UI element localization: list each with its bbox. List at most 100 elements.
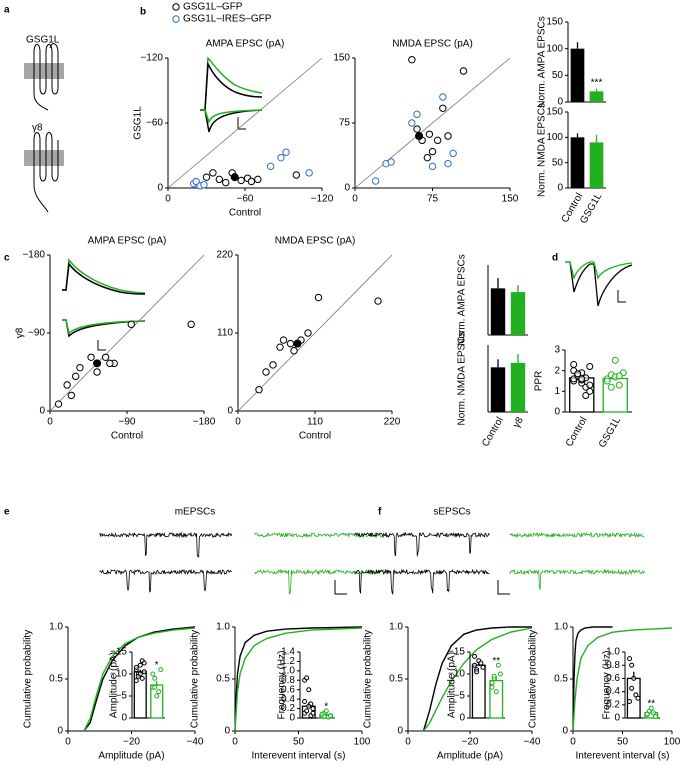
point xyxy=(374,297,382,305)
point xyxy=(150,671,156,677)
point xyxy=(648,705,654,711)
x-tick-label: 150 xyxy=(502,194,519,205)
point xyxy=(635,695,641,701)
point xyxy=(304,675,310,681)
y-tick-label: 0 xyxy=(557,97,563,108)
panel-label: e xyxy=(4,507,10,518)
x-tick-label: 75 xyxy=(427,194,439,205)
curve xyxy=(422,626,532,732)
x-axis-label: Interevent interval (s) xyxy=(252,751,346,762)
point xyxy=(314,293,323,302)
scale-bar xyxy=(334,580,347,595)
y-tick-label: −15 xyxy=(110,647,127,658)
x-tick-label: 50 xyxy=(293,737,305,748)
point xyxy=(478,660,484,666)
y-axis-label: Cumulative probability xyxy=(190,630,201,728)
point xyxy=(586,387,594,395)
point xyxy=(302,699,308,704)
y-axis-label: Cumulative probability xyxy=(363,630,374,728)
legend-label: GSG1L–GFP xyxy=(183,2,243,13)
y-tick-label: 0 xyxy=(397,726,403,737)
point xyxy=(101,353,110,361)
point xyxy=(323,708,329,714)
panel-label: f xyxy=(378,507,382,518)
x-tick-label: −20 xyxy=(462,737,479,748)
curve xyxy=(83,626,196,732)
point xyxy=(607,383,615,391)
y-tick-label: 0.5 xyxy=(389,674,403,685)
point xyxy=(578,375,586,383)
point xyxy=(413,110,421,119)
y-axis-label: Norm. NMDA EPSCs xyxy=(457,332,468,426)
y-tick-label: 0 xyxy=(459,713,465,724)
cartoon-label: γ8 xyxy=(32,123,43,134)
y-axis-label: PPR xyxy=(534,371,545,392)
y-tick-label: 0.5 xyxy=(49,674,63,685)
point xyxy=(202,173,211,181)
point xyxy=(133,678,139,684)
panel-label: a xyxy=(4,5,10,16)
curve xyxy=(234,627,363,732)
point xyxy=(306,687,312,693)
bar xyxy=(150,684,164,719)
y-tick-label: 0 xyxy=(557,183,563,194)
point xyxy=(277,153,285,162)
bar xyxy=(490,288,506,335)
y-tick-label: 0.2 xyxy=(606,699,620,710)
point xyxy=(71,372,80,381)
point xyxy=(310,706,316,712)
y-tick-label: 75 xyxy=(339,118,351,129)
trace xyxy=(565,261,633,281)
trace-title: mEPSCs xyxy=(175,507,216,518)
y-tick-label: 0 xyxy=(344,183,350,194)
point xyxy=(279,336,288,344)
y-tick-label: 1.0 xyxy=(389,622,403,633)
y-tick-label: −90 xyxy=(28,328,45,339)
point xyxy=(423,153,432,162)
y-tick-label: 0 xyxy=(224,726,230,737)
y-tick-label: 0.6 xyxy=(606,673,620,684)
point xyxy=(63,381,71,389)
point xyxy=(200,181,208,189)
point xyxy=(652,714,658,720)
x-tick-label: GSG1L xyxy=(597,415,623,450)
point xyxy=(327,713,333,719)
bar xyxy=(570,137,585,188)
trace xyxy=(565,261,633,307)
point xyxy=(489,680,495,686)
y-axis-label: Cumulative probability xyxy=(23,630,34,728)
point xyxy=(139,675,145,681)
legend-label: GSG1L–IRES–GFP xyxy=(183,14,272,25)
x-tick-label: 0 xyxy=(352,194,358,205)
x-tick-label: −90 xyxy=(119,417,136,428)
point xyxy=(137,671,143,677)
y-axis-label: Frequency (Hz) xyxy=(277,651,288,720)
point xyxy=(222,178,230,187)
point xyxy=(152,675,158,681)
y-tick-label: 110 xyxy=(217,328,233,339)
x-tick-label: 0 xyxy=(570,737,576,748)
trace-title: sEPSCs xyxy=(433,507,470,518)
point xyxy=(582,391,590,399)
y-tick-label: 0 xyxy=(57,726,63,737)
point xyxy=(472,662,478,668)
protein-cartoon xyxy=(33,140,49,213)
cartoon-label: GSG1L xyxy=(26,35,60,46)
point xyxy=(433,136,442,145)
y-tick-label: 0.2 xyxy=(281,703,295,714)
trace xyxy=(200,109,263,125)
protein-cartoon xyxy=(33,43,59,95)
y-tick-label: 0.8 xyxy=(281,675,295,686)
chart-title: NMDA EPSC (pA) xyxy=(275,236,356,247)
scale-bar xyxy=(97,340,106,351)
point xyxy=(276,343,284,351)
point xyxy=(141,660,147,666)
y-axis-label: γ8 xyxy=(15,327,26,338)
point xyxy=(152,684,158,690)
significance: ** xyxy=(647,699,655,710)
y-tick-label: 150 xyxy=(546,17,563,28)
point xyxy=(255,386,263,394)
point xyxy=(480,664,486,670)
point xyxy=(415,132,424,140)
